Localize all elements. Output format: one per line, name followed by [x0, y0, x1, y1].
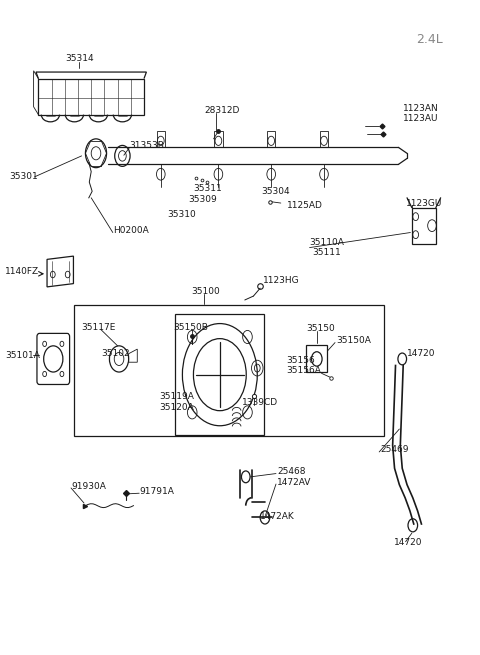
Text: 2.4L: 2.4L — [416, 33, 443, 46]
Text: 35314: 35314 — [65, 54, 94, 64]
Text: 91791A: 91791A — [139, 487, 174, 496]
Text: 35156A: 35156A — [286, 366, 321, 375]
Text: 35301: 35301 — [10, 172, 38, 181]
Text: 35311: 35311 — [193, 184, 222, 193]
Text: 35117E: 35117E — [82, 323, 116, 332]
Text: 35100: 35100 — [191, 287, 220, 296]
Text: 1472AK: 1472AK — [260, 512, 295, 521]
Text: 25469: 25469 — [380, 445, 408, 455]
Text: 35310: 35310 — [167, 210, 196, 219]
Text: 14720: 14720 — [407, 349, 435, 358]
Text: 35150A: 35150A — [336, 336, 371, 345]
Text: 31353B: 31353B — [130, 141, 165, 150]
Text: 1123GU: 1123GU — [406, 198, 442, 208]
Text: H0200A: H0200A — [113, 226, 148, 235]
Text: 1339CD: 1339CD — [242, 398, 278, 407]
Text: 1472AV: 1472AV — [277, 477, 312, 487]
Text: 35150: 35150 — [306, 324, 335, 333]
Text: 35156: 35156 — [286, 356, 315, 365]
Text: 1123AN: 1123AN — [403, 103, 439, 113]
Text: 28312D: 28312D — [204, 105, 240, 115]
Text: 14720: 14720 — [394, 538, 422, 547]
Text: 35150B: 35150B — [174, 323, 209, 332]
Text: 1123AU: 1123AU — [403, 114, 439, 123]
Text: 35120A: 35120A — [159, 403, 194, 412]
Text: 35304: 35304 — [262, 187, 290, 196]
Text: 91930A: 91930A — [71, 481, 106, 491]
Text: 35119A: 35119A — [159, 392, 194, 401]
Text: 35111: 35111 — [312, 248, 341, 257]
Text: 35102: 35102 — [101, 349, 130, 358]
Text: 25468: 25468 — [277, 467, 306, 476]
Text: 35101A: 35101A — [5, 350, 40, 360]
Text: 35110A: 35110A — [310, 238, 345, 247]
Text: 1123HG: 1123HG — [263, 276, 300, 285]
Text: 35309: 35309 — [188, 195, 217, 204]
Text: 1140FZ: 1140FZ — [5, 267, 39, 276]
Text: 1125AD: 1125AD — [287, 201, 323, 210]
